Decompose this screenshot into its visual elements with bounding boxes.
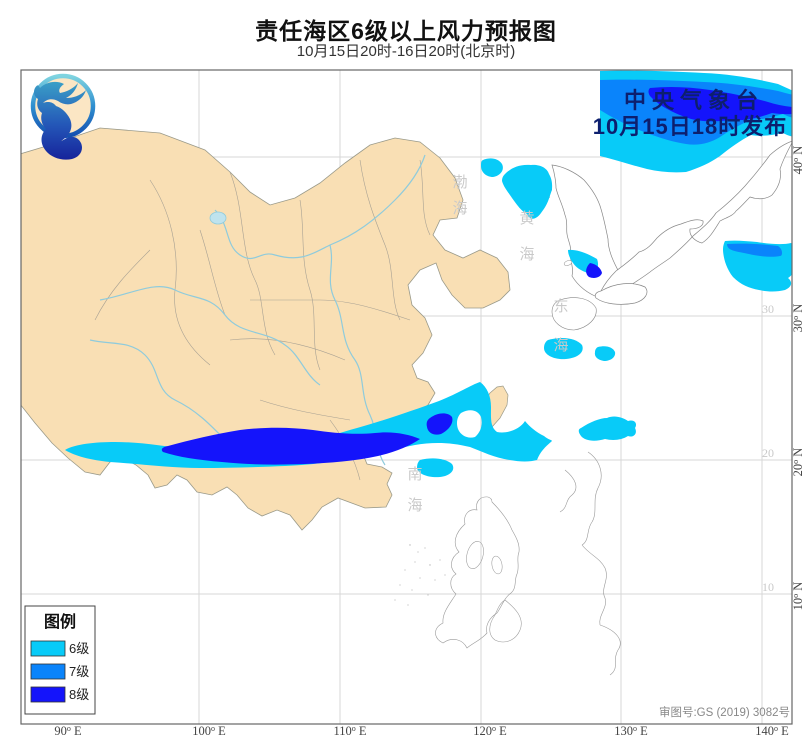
svg-text:黄: 黄 — [519, 210, 534, 227]
svg-text:30: 30 — [762, 302, 774, 316]
svg-text:10月15日18时发布: 10月15日18时发布 — [593, 114, 787, 139]
svg-text:海: 海 — [407, 497, 422, 514]
svg-text:审图号:GS (2019) 3082号: 审图号:GS (2019) 3082号 — [659, 705, 790, 719]
svg-text:海: 海 — [452, 200, 467, 217]
svg-text:东: 东 — [553, 298, 568, 315]
svg-text:图例: 图例 — [44, 612, 76, 631]
svg-text:海: 海 — [553, 337, 568, 354]
svg-text:10: 10 — [762, 580, 774, 594]
svg-text:130o E: 130o E — [614, 724, 648, 738]
svg-text:120o E: 120o E — [473, 724, 507, 738]
svg-text:7级: 7级 — [69, 664, 89, 679]
svg-text:南: 南 — [407, 466, 422, 483]
svg-text:6级: 6级 — [69, 641, 89, 656]
svg-text:20: 20 — [762, 446, 774, 460]
svg-text:110o E: 110o E — [333, 724, 366, 738]
svg-text:海: 海 — [519, 246, 534, 263]
svg-text:8级: 8级 — [69, 687, 89, 702]
svg-text:渤: 渤 — [452, 174, 467, 191]
svg-text:中央气象台: 中央气象台 — [624, 88, 764, 113]
svg-text:100o E: 100o E — [192, 724, 226, 738]
svg-text:140o E: 140o E — [755, 724, 789, 738]
